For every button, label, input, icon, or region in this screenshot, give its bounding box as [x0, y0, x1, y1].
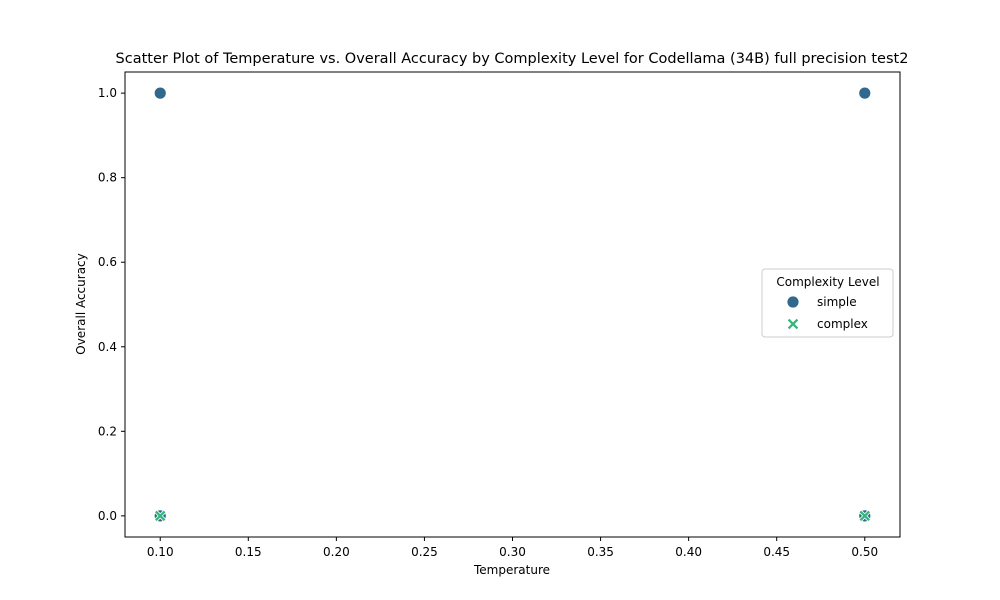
y-axis: 0.0 0.2 0.4 0.6 0.8 1.0: [98, 86, 125, 523]
x-tick-label: 0.10: [147, 545, 174, 559]
x-tick-label: 0.45: [763, 545, 790, 559]
x-tick-label: 0.15: [235, 545, 262, 559]
x-tick-label: 0.50: [851, 545, 878, 559]
x-tick-label: 0.20: [323, 545, 350, 559]
legend-label-simple: simple: [817, 295, 857, 309]
x-axis-label: Temperature: [473, 563, 550, 577]
y-axis-label: Overall Accuracy: [74, 253, 88, 354]
x-tick-label: 0.25: [411, 545, 438, 559]
y-tick-label: 0.8: [98, 171, 117, 185]
legend-marker-complex: [786, 317, 800, 331]
y-tick-label: 0.6: [98, 255, 117, 269]
legend-marker-simple: [786, 295, 800, 309]
data-point-complex: [153, 509, 167, 523]
x-tick-label: 0.30: [499, 545, 526, 559]
y-tick-label: 1.0: [98, 86, 117, 100]
data-point-simple: [858, 86, 872, 100]
legend: Complexity Level simple complex: [761, 268, 894, 338]
y-tick-label: 0.2: [98, 424, 117, 438]
legend-label-complex: complex: [817, 317, 868, 331]
data-point-simple: [153, 86, 167, 100]
data-points: [153, 86, 872, 523]
x-axis: 0.10 0.15 0.20 0.25 0.30 0.35 0.40 0.45 0.50: [147, 537, 878, 559]
y-tick-label: 0.0: [98, 509, 117, 523]
y-tick-label: 0.4: [98, 340, 117, 354]
legend-title: Complexity Level: [776, 275, 879, 289]
x-tick-label: 0.35: [587, 545, 614, 559]
x-tick-label: 0.40: [675, 545, 702, 559]
data-point-complex: [858, 509, 872, 523]
chart-title: Scatter Plot of Temperature vs. Overall …: [116, 51, 909, 67]
